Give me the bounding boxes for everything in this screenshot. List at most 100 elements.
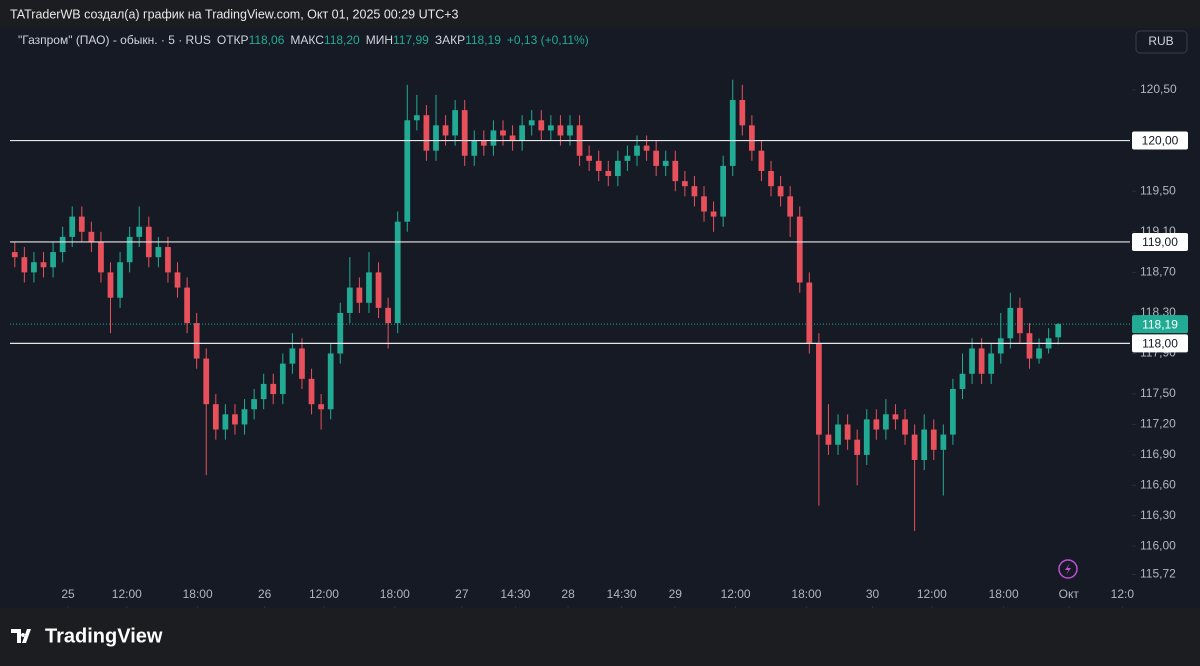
- candle-body: [519, 125, 526, 141]
- candle-body: [710, 211, 717, 217]
- candle-body: [174, 272, 181, 288]
- candle-body: [911, 434, 918, 460]
- candle-body: [385, 307, 391, 324]
- candle-body: [356, 287, 363, 303]
- x-tick-label: 18:00: [791, 587, 821, 601]
- currency-button[interactable]: [1135, 30, 1188, 54]
- candle-body: [796, 216, 803, 283]
- candle-body: [825, 434, 832, 445]
- candle-body: [672, 160, 679, 182]
- candle-body: [538, 120, 545, 131]
- y-tick-label: 119,50: [1140, 183, 1176, 197]
- y-tick-label: 116,60: [1140, 477, 1176, 491]
- candle-body: [299, 348, 305, 379]
- x-tick-label: 26: [258, 587, 272, 601]
- x-tick-label: 30: [866, 587, 880, 601]
- candle-body: [251, 399, 257, 410]
- candle-body: [404, 120, 411, 222]
- candle-body: [375, 272, 382, 308]
- candle-body: [318, 404, 324, 410]
- candle-body: [634, 145, 640, 156]
- x-tick-label: 25: [61, 587, 75, 601]
- y-tick-label: 117,50: [1140, 386, 1176, 400]
- candle-body: [327, 353, 334, 410]
- level-label: 119,00: [1142, 235, 1178, 249]
- level-label: 118,00: [1142, 337, 1178, 351]
- candle-body: [653, 150, 660, 166]
- y-tick-label: 116,30: [1140, 508, 1176, 522]
- candle-body: [270, 383, 277, 395]
- level-box: [1132, 334, 1188, 353]
- candle-body: [940, 434, 947, 450]
- candle-body: [40, 262, 47, 268]
- candle-body: [595, 160, 602, 171]
- candle-body: [203, 358, 210, 405]
- candle-body: [98, 241, 104, 273]
- candle-body: [749, 125, 755, 151]
- candle-body: [184, 287, 190, 324]
- candle-body: [930, 429, 937, 450]
- candle-body: [777, 186, 784, 197]
- candle-body: [1007, 307, 1014, 339]
- candle-body: [480, 140, 487, 146]
- candle-body: [212, 404, 219, 430]
- candle-body: [1017, 307, 1023, 334]
- x-tick-label: 12:00: [917, 587, 947, 601]
- x-tick-label: 27: [455, 587, 469, 601]
- brand-logo: [11, 629, 31, 643]
- legend-label: ЗАКР: [435, 33, 465, 47]
- candle-body: [442, 125, 449, 136]
- candle-body: [614, 160, 621, 177]
- candle-body: [720, 165, 727, 217]
- candle-body: [452, 110, 458, 136]
- candle-body: [413, 115, 420, 121]
- candle-body: [729, 99, 736, 166]
- candle-body: [394, 221, 401, 324]
- candle-body: [873, 419, 880, 430]
- candle-body: [567, 125, 573, 136]
- credit-line: TATraderWB создал(а) график на TradingVi…: [10, 7, 459, 21]
- candle-body: [1026, 333, 1033, 359]
- y-tick-label: 115,72: [1140, 567, 1176, 581]
- x-tick-label: 14:30: [500, 587, 530, 601]
- x-tick-label: 14:30: [607, 587, 637, 601]
- candle-body: [260, 383, 267, 400]
- candle-body: [165, 247, 171, 273]
- x-tick-label: 18:00: [380, 587, 410, 601]
- x-tick-label: 29: [669, 587, 683, 601]
- candle-body: [662, 160, 669, 166]
- y-tick-label: 116,90: [1140, 447, 1176, 461]
- legend-value: 118,20: [324, 33, 360, 47]
- candle-body: [31, 262, 37, 273]
- candle-body: [117, 262, 123, 298]
- candle-body: [863, 419, 870, 455]
- change: +0,13 (+0,11%): [507, 33, 589, 47]
- candle-body: [346, 287, 353, 313]
- legend-value: 117,99: [393, 33, 429, 47]
- candle-body: [289, 348, 296, 364]
- candle-body: [69, 216, 76, 237]
- candle-body: [997, 338, 1004, 354]
- candle-body: [844, 424, 851, 440]
- candle-body: [768, 170, 774, 187]
- candle-body: [921, 429, 928, 460]
- candle-body: [547, 125, 554, 131]
- candle-body: [787, 196, 794, 217]
- watermark-icon: [1058, 559, 1078, 579]
- candle-body: [816, 343, 822, 435]
- y-tick-label: 120,50: [1140, 82, 1177, 96]
- candle-body: [902, 419, 908, 435]
- x-tick-label: 28: [561, 587, 575, 601]
- currency[interactable]: RUB: [1148, 34, 1173, 48]
- candle-body: [586, 155, 593, 161]
- candle-body: [59, 236, 66, 253]
- x-tick-label: 12:00: [309, 587, 339, 601]
- candle-body: [471, 140, 478, 156]
- candle-body: [959, 373, 966, 389]
- candle-body: [78, 216, 85, 232]
- candle-body: [758, 150, 765, 171]
- chart-panel: [0, 28, 1200, 608]
- candle-body: [528, 120, 535, 126]
- candle-body: [643, 145, 650, 151]
